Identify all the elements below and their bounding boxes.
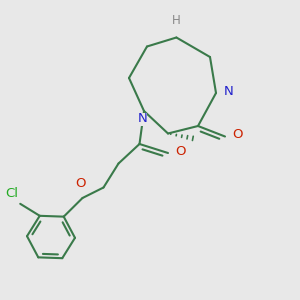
Text: O: O xyxy=(232,128,243,142)
Text: N: N xyxy=(138,112,147,125)
Text: H: H xyxy=(172,14,181,27)
Text: O: O xyxy=(176,145,186,158)
Text: N: N xyxy=(224,85,233,98)
Text: Cl: Cl xyxy=(6,187,19,200)
Text: O: O xyxy=(76,177,86,190)
